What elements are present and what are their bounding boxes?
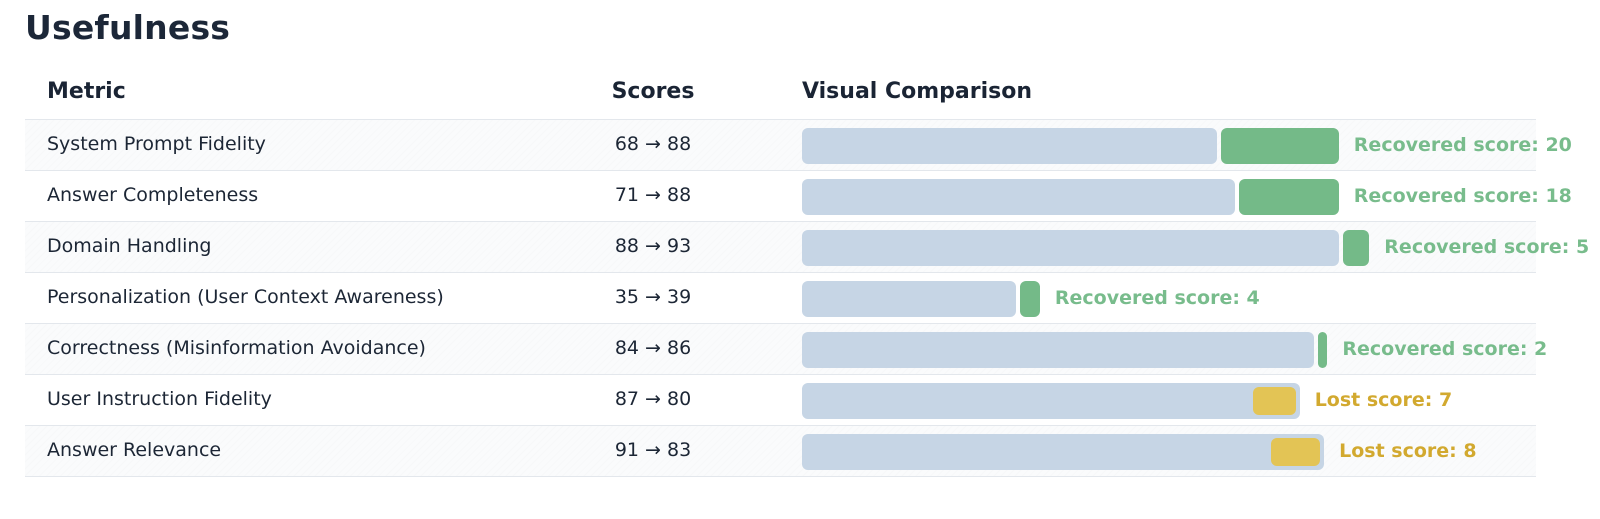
- score-change: 35 → 39: [614, 286, 692, 308]
- metric-name: Answer Relevance: [47, 439, 222, 461]
- score-delta-label: Lost score: 7: [1314, 389, 1453, 411]
- header-metric: Metric: [47, 79, 126, 104]
- visual-comparison: Recovered score: 4: [802, 281, 1522, 317]
- score-delta-label: Recovered score: 18: [1353, 185, 1572, 207]
- visual-comparison: Recovered score: 2: [802, 332, 1547, 368]
- table-row: Personalization (User Context Awareness)…: [25, 273, 1536, 324]
- recovered-score-bar: [1019, 281, 1040, 317]
- base-score-bar: [802, 383, 1300, 419]
- score-change: 88 → 93: [614, 235, 692, 257]
- score-change: 68 → 88: [614, 133, 692, 155]
- header-visual-comparison: Visual Comparison: [802, 79, 1033, 104]
- header-scores: Scores: [611, 79, 695, 104]
- lost-score-bar: [1271, 438, 1321, 466]
- base-score-bar: [802, 332, 1315, 368]
- base-score-bar: [802, 434, 1325, 470]
- table-body: System Prompt Fidelity 68 → 88 Recovered s…: [25, 120, 1589, 477]
- table-header-row: Metric Scores Visual Comparison: [25, 67, 1536, 120]
- score-delta-label: Lost score: 8: [1339, 440, 1477, 462]
- recovered-score-bar: [1239, 179, 1339, 215]
- metrics-table: Metric Scores Visual Comparison System P…: [25, 67, 1589, 477]
- recovered-score-bar: [1342, 230, 1370, 266]
- score-change: 87 → 80: [614, 388, 692, 410]
- recovered-score-bar: [1318, 332, 1328, 368]
- score-delta-label: Recovered score: 4: [1054, 287, 1260, 309]
- table-row: User Instruction Fidelity 87 → 80 Lost sco…: [25, 375, 1536, 426]
- metric-name: User Instruction Fidelity: [47, 388, 272, 410]
- visual-comparison: Lost score: 7: [802, 383, 1522, 419]
- metric-name: Domain Handling: [47, 235, 212, 257]
- table-row: Answer Completeness 71 → 88 Recovered scor…: [25, 171, 1572, 222]
- score-delta-label: Recovered score: 5: [1384, 236, 1590, 258]
- metric-name: Answer Completeness: [47, 184, 259, 206]
- table-row: Correctness (Misinformation Avoidance) 84…: [25, 324, 1547, 375]
- base-score-bar: [802, 179, 1236, 215]
- table-row: System Prompt Fidelity 68 → 88 Recovered s…: [25, 120, 1572, 171]
- base-score-bar: [802, 230, 1339, 266]
- score-delta-label: Recovered score: 20: [1353, 134, 1572, 156]
- visual-comparison: Recovered score: 5: [802, 230, 1589, 266]
- score-change: 91 → 83: [614, 439, 692, 461]
- score-delta-label: Recovered score: 2: [1342, 338, 1548, 360]
- visual-comparison: Lost score: 8: [802, 434, 1522, 470]
- metric-name: Personalization (User Context Awareness): [47, 286, 444, 308]
- visual-comparison: Recovered score: 18: [802, 179, 1572, 215]
- recovered-score-bar: [1220, 128, 1339, 164]
- table-row: Answer Relevance 91 → 83 Lost score: 8: [25, 426, 1536, 477]
- score-change: 71 → 88: [614, 184, 692, 206]
- visual-comparison: Recovered score: 20: [802, 128, 1572, 164]
- metric-name: System Prompt Fidelity: [47, 133, 266, 155]
- section-title: Usefulness: [25, 8, 231, 47]
- score-change: 84 → 86: [614, 337, 692, 359]
- table-row: Domain Handling 88 → 93 Recovered score: 5: [25, 222, 1589, 273]
- lost-score-bar: [1253, 387, 1296, 415]
- metric-name: Correctness (Misinformation Avoidance): [47, 337, 426, 359]
- base-score-bar: [802, 128, 1217, 164]
- base-score-bar: [802, 281, 1016, 317]
